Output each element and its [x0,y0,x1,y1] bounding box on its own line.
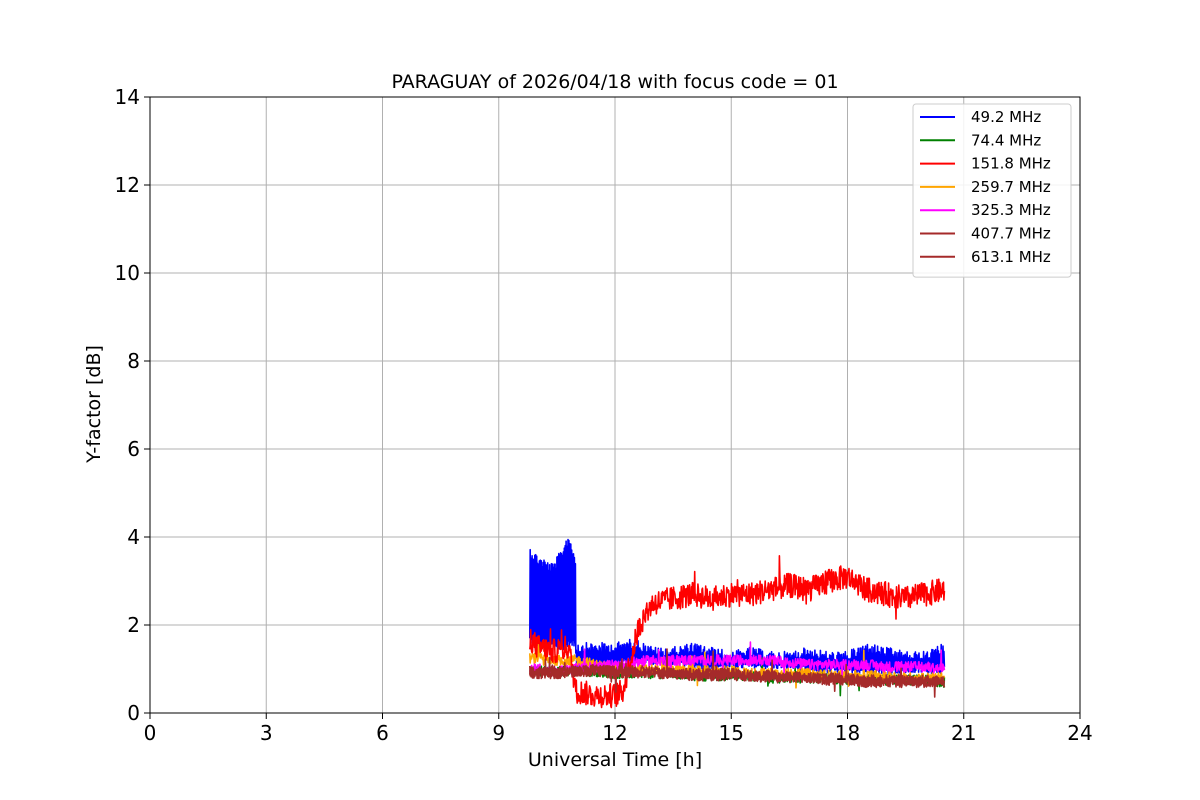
legend-label: 259.7 MHz [971,178,1051,196]
series-151_8-MHz [529,554,946,709]
x-tick-label: 24 [1067,721,1092,745]
legend-label: 49.2 MHz [971,108,1041,126]
x-tick-label: 12 [602,721,627,745]
series-613_1-MHz [529,650,946,693]
chart-title: PARAGUAY of 2026/04/18 with focus code =… [391,71,838,93]
legend-label: 325.3 MHz [971,201,1051,219]
x-tick-label: 21 [951,721,976,745]
series-line [529,650,946,693]
x-tick-label: 18 [835,721,860,745]
legend-label: 407.7 MHz [971,225,1051,243]
y-tick-label: 4 [127,525,140,549]
y-tick-label: 12 [115,173,140,197]
y-axis-label: Y-factor [dB] [83,345,105,464]
legend-label: 74.4 MHz [971,131,1041,149]
y-tick-label: 8 [127,349,140,373]
y-tick-label: 2 [127,613,140,637]
x-tick-label: 0 [144,721,157,745]
series-line [529,554,946,709]
x-axis-label: Universal Time [h] [528,749,702,771]
x-tick-label: 3 [260,721,273,745]
legend-label: 613.1 MHz [971,248,1051,266]
series-layer [528,538,946,709]
y-tick-label: 10 [115,261,140,285]
x-tick-label: 9 [492,721,505,745]
x-tick-label: 6 [376,721,389,745]
y-tick-label: 14 [115,85,140,109]
y-tick-label: 0 [127,701,140,725]
y-tick-label: 6 [127,437,140,461]
legend: 49.2 MHz 74.4 MHz 151.8 MHz 259.7 MHz 325.3… [912,103,1072,278]
x-tick-label: 15 [719,721,744,745]
legend-label: 151.8 MHz [971,155,1051,173]
